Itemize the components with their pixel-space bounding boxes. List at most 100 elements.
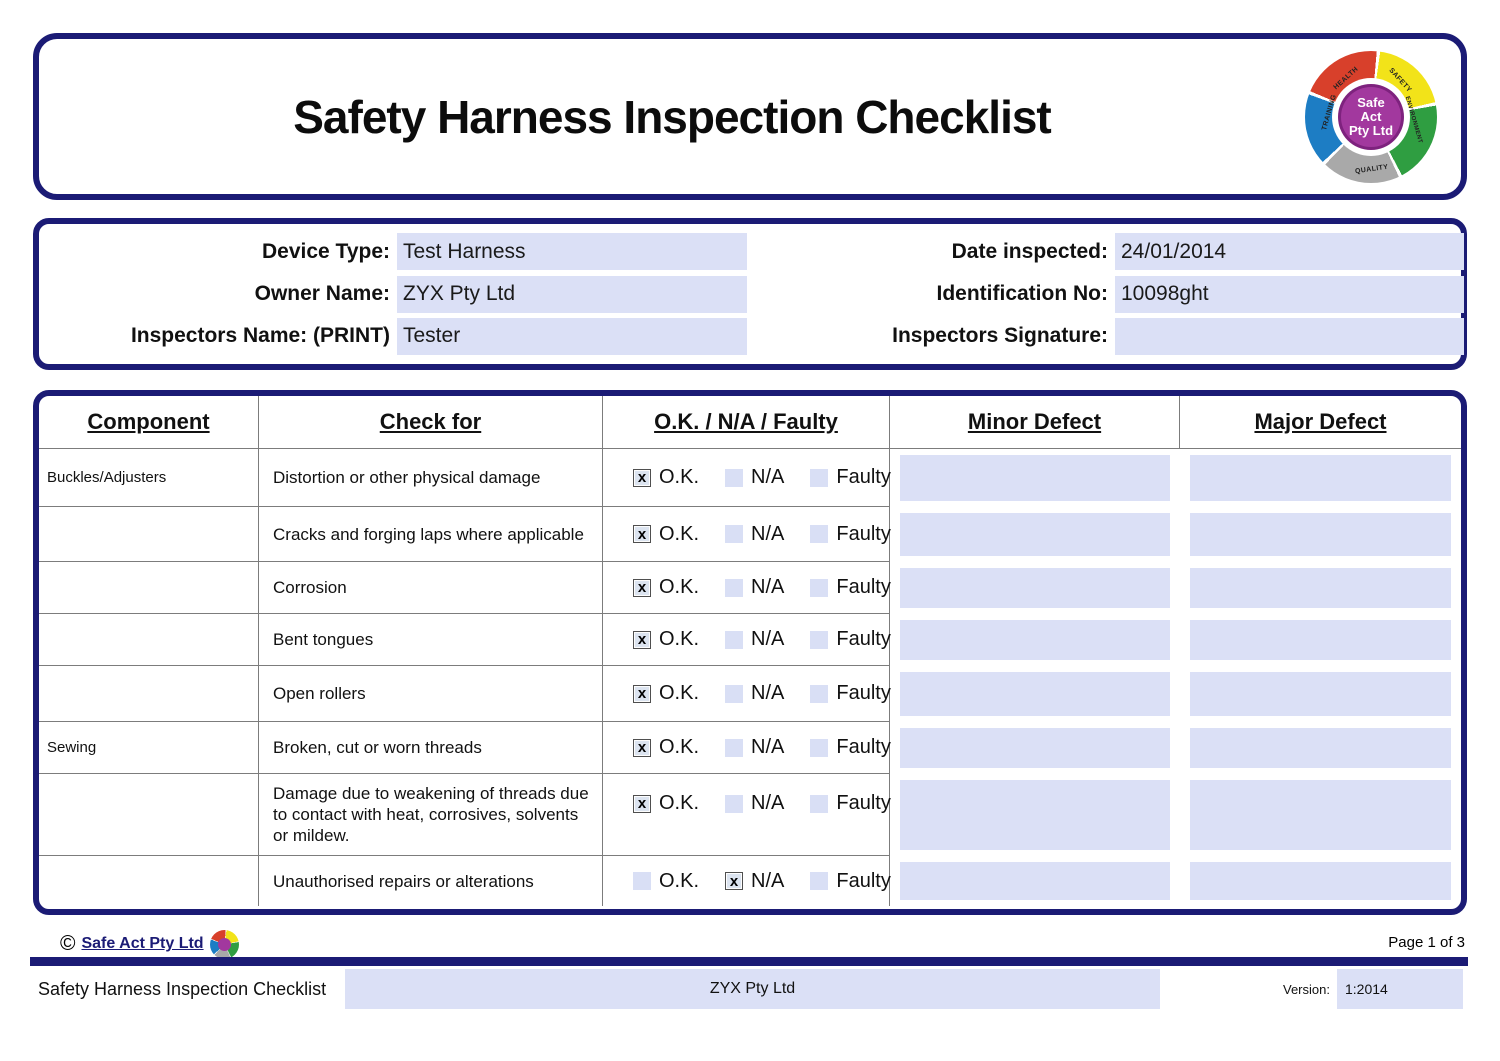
minor-defect-field[interactable] [900, 862, 1170, 900]
safe-act-link[interactable]: Safe Act Pty Ltd [81, 935, 204, 952]
ok-checkbox[interactable]: x [633, 468, 651, 487]
major-defect-field[interactable] [1190, 455, 1451, 501]
na-option: N/A [725, 628, 784, 651]
status-cell: x O.K. N/A Faulty [603, 666, 891, 722]
faulty-label: Faulty [836, 576, 891, 598]
na-label: N/A [751, 792, 785, 814]
minor-defect-field-cell [890, 722, 1180, 774]
minor-defect-field-cell [890, 562, 1180, 614]
inspectors-name-field[interactable]: Tester [397, 317, 747, 355]
version-field[interactable]: 1:2014 [1337, 969, 1463, 1009]
header-minor-defect: Minor Defect [890, 396, 1180, 449]
check-for-cell: Corrosion [259, 562, 603, 614]
faulty-option: Faulty [810, 628, 891, 651]
na-label: N/A [751, 736, 785, 758]
faulty-checkbox[interactable] [810, 872, 829, 890]
minor-defect-field[interactable] [900, 513, 1170, 556]
device-type-field[interactable]: Test Harness [397, 233, 747, 271]
logo-text-line: Act [1360, 108, 1382, 124]
faulty-option: Faulty [810, 576, 891, 599]
faulty-checkbox[interactable] [810, 738, 829, 757]
na-label: N/A [751, 576, 785, 598]
major-defect-field[interactable] [1190, 780, 1451, 850]
na-label: N/A [751, 466, 785, 488]
na-option: N/A [725, 523, 784, 546]
na-checkbox[interactable] [725, 794, 744, 813]
checklist-table: Component Check for O.K. / N/A / Faulty … [39, 396, 1461, 906]
na-checkbox[interactable] [725, 525, 744, 543]
minor-defect-field[interactable] [900, 672, 1170, 716]
major-defect-field-cell [1180, 507, 1461, 562]
inspectors-signature-field[interactable] [1115, 317, 1464, 355]
faulty-checkbox[interactable] [810, 468, 829, 487]
page-title: Safety Harness Inspection Checklist [293, 90, 1052, 143]
major-defect-field[interactable] [1190, 620, 1451, 660]
na-checkbox[interactable] [725, 578, 744, 597]
ok-option: x O.K. [633, 736, 699, 759]
na-checkbox[interactable] [725, 738, 744, 757]
ok-checkbox[interactable]: x [633, 525, 651, 543]
major-defect-field[interactable] [1190, 862, 1451, 900]
major-defect-field[interactable] [1190, 728, 1451, 768]
minor-defect-field[interactable] [900, 455, 1170, 501]
owner-name-field[interactable]: ZYX Pty Ltd [397, 275, 747, 313]
ok-option: x O.K. [633, 682, 699, 705]
device-type-label: Device Type: [262, 239, 390, 263]
na-label: N/A [751, 869, 785, 892]
major-defect-field-cell [1180, 562, 1461, 614]
major-defect-field-cell [1180, 856, 1461, 906]
faulty-checkbox[interactable] [810, 684, 829, 703]
faulty-checkbox[interactable] [810, 578, 829, 597]
major-defect-field[interactable] [1190, 568, 1451, 608]
ok-checkbox[interactable]: x [633, 738, 651, 757]
minor-defect-field-cell [890, 774, 1180, 856]
date-inspected-label: Date inspected: [951, 239, 1108, 263]
footer-divider-bar [30, 957, 1468, 966]
safe-act-logo-small-icon [209, 929, 239, 959]
date-inspected-field[interactable]: 24/01/2014 [1115, 233, 1464, 271]
owner-name-label: Owner Name: [254, 282, 390, 305]
ok-label: O.K. [659, 869, 700, 892]
ok-checkbox[interactable]: x [633, 794, 651, 813]
faulty-checkbox[interactable] [810, 794, 829, 813]
major-defect-field[interactable] [1190, 513, 1451, 556]
status-cell: x O.K. N/A Faulty [603, 722, 891, 774]
copyright-line: © Safe Act Pty Ltd [60, 928, 239, 960]
ok-checkbox[interactable]: x [633, 578, 651, 597]
component-cell: Sewing [39, 722, 259, 774]
minor-defect-field[interactable] [900, 568, 1170, 608]
ok-checkbox[interactable] [633, 872, 651, 890]
identification-no-field[interactable]: 10098ght [1115, 275, 1464, 313]
logo-center: Safe Act Pty Ltd [1338, 83, 1404, 150]
ok-checkbox[interactable]: x [633, 684, 651, 703]
header-component: Component [39, 396, 259, 449]
check-for-cell: Broken, cut or worn threads [259, 722, 603, 774]
page-indicator: Page 1 of 3 [1388, 934, 1465, 951]
component-cell [39, 856, 259, 906]
na-option: N/A [725, 736, 784, 759]
footer-company-field[interactable]: ZYX Pty Ltd [345, 969, 1160, 1009]
faulty-label: Faulty [836, 466, 891, 488]
faulty-checkbox[interactable] [810, 630, 829, 649]
na-checkbox[interactable] [725, 684, 744, 703]
na-checkbox[interactable] [725, 630, 744, 649]
major-defect-field[interactable] [1190, 672, 1451, 716]
minor-defect-field[interactable] [900, 780, 1170, 850]
faulty-checkbox[interactable] [810, 525, 829, 543]
ok-checkbox[interactable]: x [633, 630, 651, 649]
na-checkbox[interactable] [725, 468, 744, 487]
na-option: x N/A [725, 870, 784, 893]
faulty-option: Faulty [810, 736, 891, 759]
na-label: N/A [751, 682, 785, 704]
component-cell: Buckles/Adjusters [39, 449, 259, 507]
ok-option: x O.K. [633, 792, 699, 815]
status-cell: x O.K. N/A Faulty [603, 449, 891, 507]
ok-option: x O.K. [633, 523, 699, 546]
minor-defect-field[interactable] [900, 728, 1170, 768]
ok-label: O.K. [659, 466, 700, 488]
check-for-cell: Bent tongues [259, 614, 603, 666]
na-checkbox[interactable]: x [725, 872, 744, 890]
minor-defect-field[interactable] [900, 620, 1170, 660]
logo-text-line: Safe [1357, 94, 1385, 110]
